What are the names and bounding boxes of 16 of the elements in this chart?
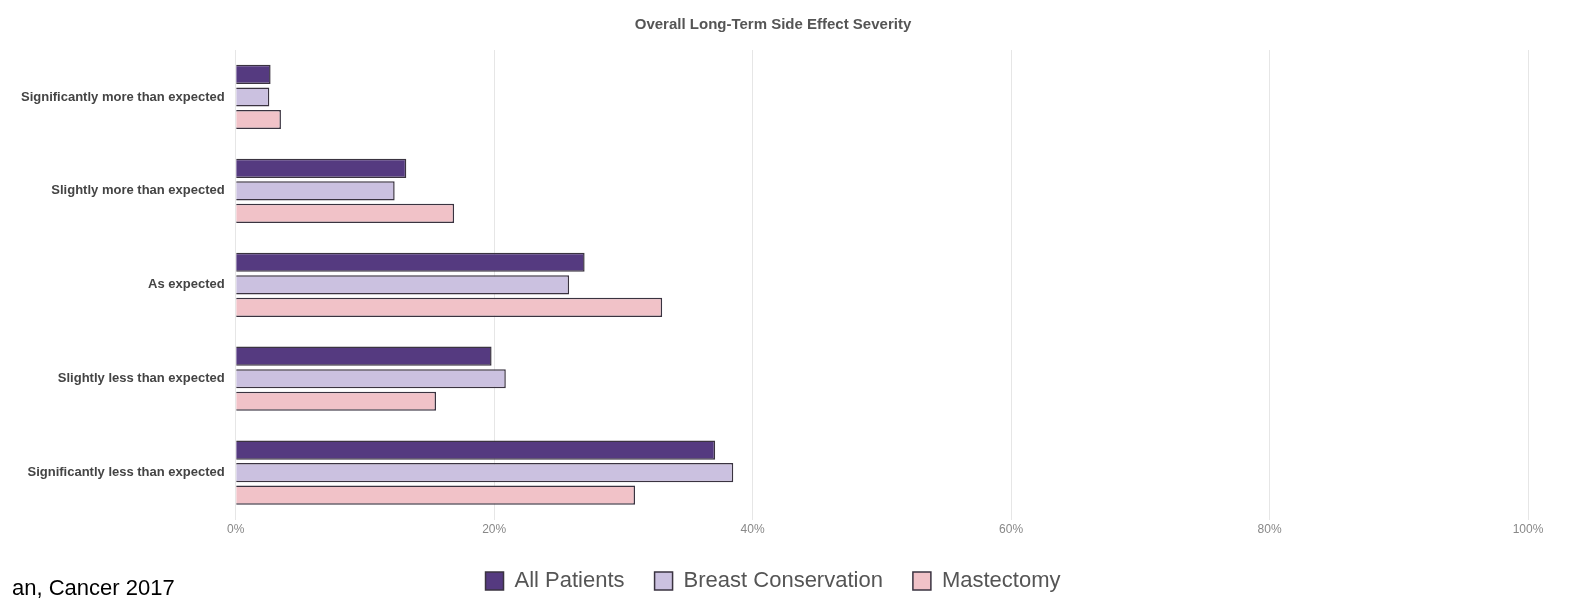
x-tick-label: 40% [740, 522, 765, 537]
y-tick-label: Significantly more than expected [21, 88, 225, 104]
x-tick-label: 60% [999, 522, 1024, 537]
x-tick-label: 100% [1512, 522, 1544, 537]
y-tick-label: Slightly more than expected [51, 182, 225, 198]
text: an, Cancer 2017 [12, 575, 175, 601]
chart-title: Overall Long-Term Side Effect Severity [634, 15, 912, 33]
x-tick-label: 80% [1257, 522, 1282, 537]
x-tick-label: 20% [482, 522, 507, 537]
x-tick-label: 0% [227, 522, 245, 537]
y-tick-label: Slightly less than expected [57, 370, 225, 386]
legend-label: Mastectomy [941, 567, 1061, 593]
y-tick-label: Significantly less than expected [27, 464, 225, 480]
legend-label: Breast Conservation [683, 567, 883, 593]
y-tick-label: As expected [148, 276, 225, 292]
legend-label: All Patients [514, 567, 625, 593]
